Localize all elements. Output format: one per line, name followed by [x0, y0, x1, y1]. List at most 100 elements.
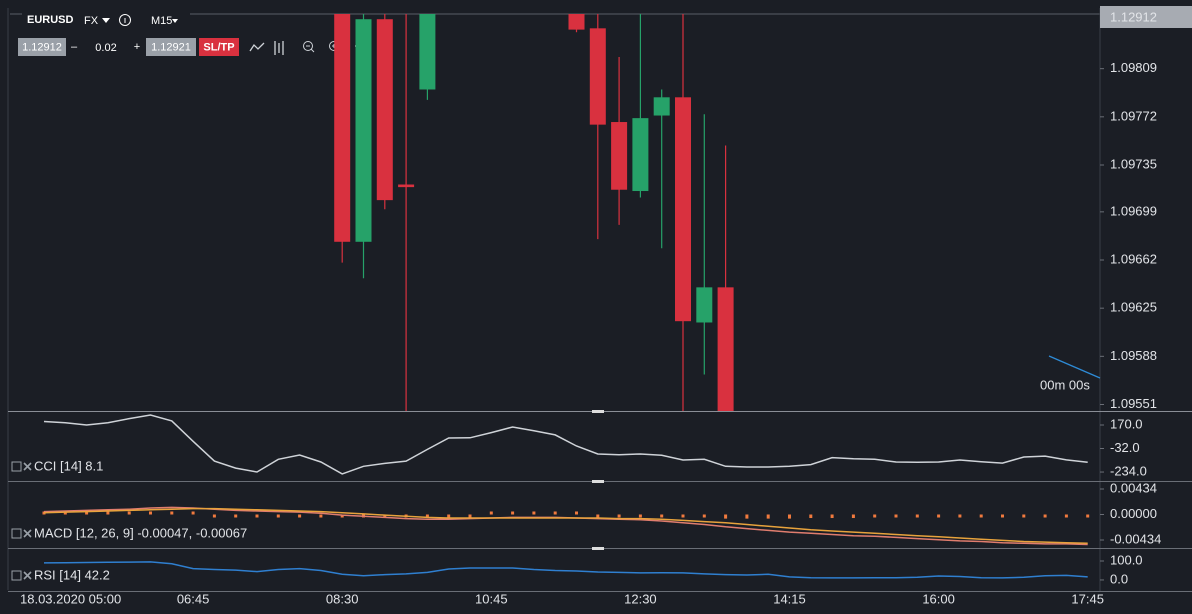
- symbol[interactable]: EURUSD: [27, 14, 74, 26]
- resize-handle[interactable]: [592, 480, 604, 483]
- candle-body: [419, 14, 436, 90]
- ask-box[interactable]: [146, 38, 196, 56]
- histogram-bar: [702, 514, 706, 518]
- histogram-bar: [106, 511, 110, 515]
- histogram-bar: [830, 514, 834, 519]
- y-tick-label: 1.09625: [1110, 300, 1157, 315]
- zoom-out-icon[interactable]: [303, 41, 313, 51]
- candle-body: [355, 19, 372, 242]
- indicator-label: RSI [14] 42.2: [34, 567, 110, 582]
- indicator-close: [23, 529, 32, 538]
- histogram-bar: [383, 514, 387, 518]
- plus-button[interactable]: +: [134, 41, 140, 53]
- candle-body: [717, 287, 734, 411]
- histogram-bar: [745, 514, 749, 519]
- candle-body: [376, 19, 393, 201]
- histogram-bar: [617, 514, 621, 518]
- candle-body: [675, 97, 691, 322]
- x-tick-label: 17:45: [1071, 591, 1104, 606]
- panel: [43, 414, 1088, 475]
- minus-button[interactable]: –: [71, 41, 78, 53]
- indicator-icon[interactable]: [11, 461, 22, 472]
- y-tick-label: 100.0: [1110, 552, 1143, 567]
- bid-box[interactable]: [18, 38, 66, 56]
- y-tick-label: 1.09809: [1110, 60, 1157, 75]
- histogram-bar: [276, 514, 280, 518]
- histogram-bar: [937, 514, 941, 518]
- histogram-bar: [958, 514, 962, 518]
- candle-body: [611, 122, 628, 190]
- candle-body: [653, 97, 670, 116]
- candle-body: [589, 28, 606, 125]
- ask-price: 1.12921: [151, 41, 191, 53]
- y-tick-label: 170.0: [1110, 416, 1143, 431]
- line-chart-icon[interactable]: [249, 42, 265, 52]
- candle-body: [696, 287, 713, 323]
- histogram-bar: [873, 514, 877, 518]
- x-tick-label: 18.03.2020 05:00: [20, 591, 121, 606]
- y-tick-label: -0.00434: [1110, 531, 1161, 546]
- volume[interactable]: 0.02: [95, 42, 116, 54]
- candle-body: [568, 14, 585, 30]
- histogram-bar: [425, 514, 429, 518]
- y-tick-label: -234.0: [1110, 463, 1147, 478]
- dropdown-arrow[interactable]: [172, 19, 178, 23]
- histogram-bar: [63, 511, 67, 515]
- dropdown-arrow[interactable]: [102, 18, 110, 23]
- indicator-close: [23, 571, 32, 580]
- histogram-bar: [170, 511, 174, 515]
- y-tick-label: -32.0: [1110, 440, 1140, 455]
- current-price-label: 1.12912: [1110, 9, 1157, 24]
- info-icon[interactable]: [119, 14, 131, 26]
- resize-handle[interactable]: [592, 547, 604, 550]
- y-tick-label: 0.00000: [1110, 506, 1157, 521]
- histogram-bar: [127, 511, 131, 515]
- histogram-bar: [894, 514, 898, 518]
- histogram-bar: [660, 514, 664, 518]
- histogram-bar: [851, 514, 855, 519]
- histogram-bar: [191, 511, 195, 515]
- histogram-bar: [42, 511, 46, 515]
- resize-handle[interactable]: [592, 410, 604, 413]
- sltp-label: SL/TP: [203, 41, 234, 53]
- indicator-label: CCI [14] 8.1: [34, 458, 103, 473]
- histogram-bar: [915, 514, 919, 518]
- histogram-bar: [809, 514, 813, 519]
- histogram-bar: [340, 514, 344, 518]
- indicator-icon[interactable]: [11, 570, 22, 581]
- histogram-bar: [979, 514, 983, 518]
- histogram-bar: [468, 514, 472, 518]
- candle-body: [398, 184, 415, 188]
- candle-icon[interactable]: [274, 41, 284, 55]
- histogram-bar: [447, 514, 451, 518]
- histogram-bar: [149, 511, 152, 515]
- timeframe[interactable]: M15: [151, 15, 172, 27]
- histogram-bar: [1064, 514, 1068, 518]
- histogram-bar: [212, 514, 216, 518]
- countdown: 00m 00s: [1040, 377, 1090, 392]
- sltp-button[interactable]: [199, 38, 239, 56]
- histogram-bar: [1001, 514, 1004, 518]
- candle-body: [334, 14, 351, 242]
- histogram-bar: [681, 514, 685, 518]
- histogram-bar: [234, 514, 238, 518]
- indicator-close: [23, 462, 32, 471]
- trend-line[interactable]: [1048, 355, 1101, 379]
- histogram-bar: [319, 514, 323, 518]
- histogram-bar: [575, 511, 578, 515]
- histogram-bar: [1022, 514, 1026, 518]
- histogram-bar: [766, 514, 770, 519]
- zoom-out-icon: [306, 45, 315, 53]
- indicator-line: [43, 507, 1088, 545]
- x-tick-label: 10:45: [475, 591, 508, 606]
- histogram-bar: [724, 514, 728, 519]
- x-tick-label: 16:00: [922, 591, 955, 606]
- candle-body: [632, 118, 649, 192]
- x-tick-label: 08:30: [326, 591, 359, 606]
- panel: [43, 561, 1088, 579]
- histogram-bar: [511, 511, 515, 515]
- indicator-icon[interactable]: [11, 528, 22, 539]
- y-tick-label: 1.09699: [1110, 203, 1157, 218]
- histogram-bar: [638, 514, 642, 518]
- histogram-bar: [788, 514, 791, 519]
